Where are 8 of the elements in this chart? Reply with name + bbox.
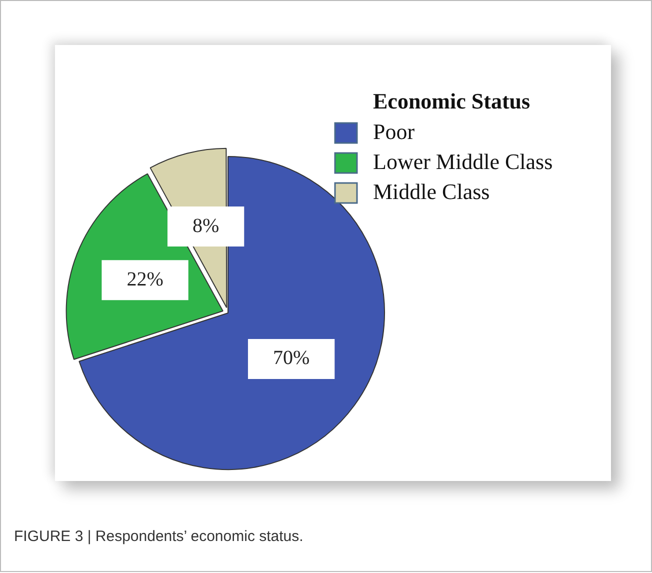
legend-label: Poor	[373, 118, 416, 144]
legend-label: Middle Class	[373, 178, 490, 204]
data-label: 70%	[272, 347, 310, 370]
legend-title: Economic Status	[373, 88, 530, 114]
caption: FIGURE 3 | Respondents’ economic status.	[14, 528, 304, 545]
legend-label: Lower Middle Class	[373, 148, 553, 174]
data-label: 8%	[192, 214, 220, 237]
data-label: 22%	[126, 268, 164, 290]
